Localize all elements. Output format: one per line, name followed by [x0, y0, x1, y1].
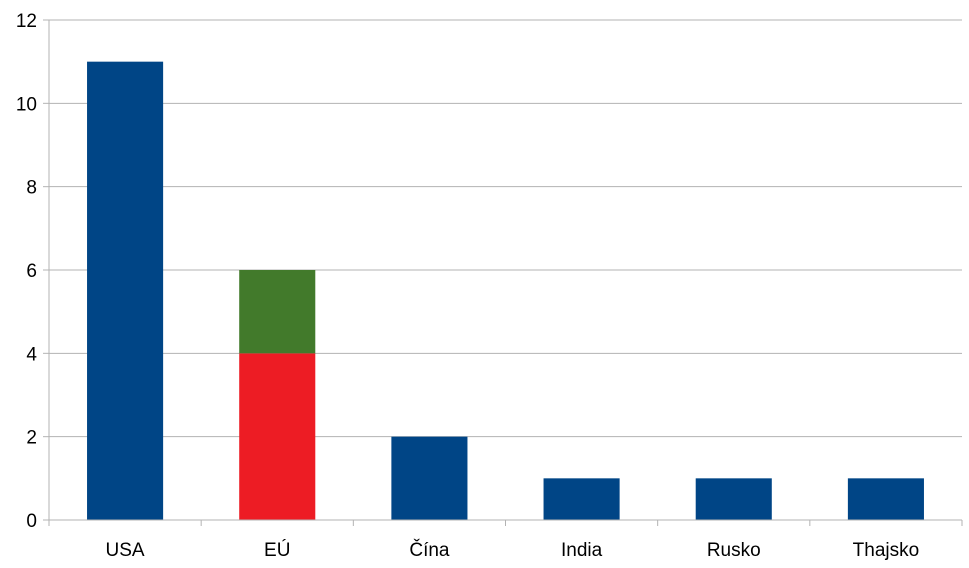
bar-eú-segment-2 — [239, 353, 316, 520]
y-tick-label: 6 — [26, 261, 37, 282]
y-tick-label: 2 — [26, 428, 37, 449]
bar-usa-segment-1 — [87, 61, 164, 521]
y-tick-label: 8 — [26, 178, 37, 199]
x-category-label: Thajsko — [853, 540, 920, 561]
bar-thajsko-segment-1 — [847, 478, 924, 520]
bar-rusko-segment-1 — [695, 478, 772, 520]
bar-čína-segment-1 — [391, 436, 468, 520]
x-category-label: Čína — [409, 539, 450, 561]
x-category-label: Rusko — [707, 540, 761, 561]
axes — [43, 19, 963, 526]
bars — [87, 61, 924, 521]
x-category-label: EÚ — [264, 539, 290, 561]
x-category-label: USA — [106, 540, 145, 561]
y-tick-label: 4 — [26, 344, 37, 365]
x-category-labels: USA EÚ Čína India Rusko Thajsko — [106, 539, 920, 561]
x-category-label: India — [561, 540, 603, 561]
y-tick-label: 12 — [16, 11, 37, 32]
y-tick-labels: 0 2 4 6 8 10 12 — [16, 11, 38, 532]
bar-eú-segment-3 — [239, 270, 316, 354]
bar-india-segment-1 — [543, 478, 620, 520]
y-tick-label: 0 — [26, 511, 37, 532]
y-tick-label: 10 — [16, 94, 37, 115]
gridlines — [49, 19, 962, 438]
